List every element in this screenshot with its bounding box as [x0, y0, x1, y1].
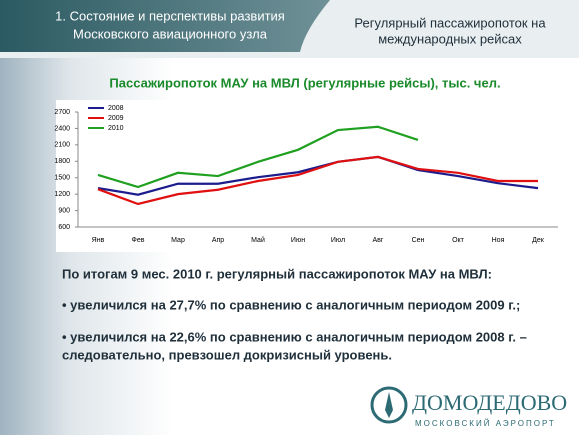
y-tick-label: 2100: [54, 142, 70, 149]
x-tick-label: Апр: [212, 237, 224, 244]
x-tick-label: Ноя: [492, 237, 505, 244]
x-tick-label: Сен: [412, 237, 425, 244]
legend-label: 2010: [108, 125, 124, 132]
series-line: [97, 155, 539, 196]
y-tick-label: 2400: [54, 125, 70, 132]
section-title: Московского авиационного узла: [73, 26, 268, 41]
series-line: [97, 125, 419, 189]
logo-emblem: [385, 392, 393, 418]
body-text: • увеличился на 22,6% по сравнению с ана…: [62, 329, 527, 344]
logo-emblem: [370, 386, 408, 424]
legend-label: 2008: [108, 105, 124, 112]
y-tick-label: 1200: [54, 191, 70, 198]
slide-title: Регулярный пассажиропоток на: [354, 15, 546, 30]
body-text: следовательно, превзошел докризисный уро…: [62, 347, 392, 362]
y-tick-label: 1800: [54, 158, 70, 165]
x-tick-label: Янв: [92, 237, 105, 244]
plot: 600 900 1200 1500 1800 2100 2400 2700 Янв Фев Мар А…: [54, 105, 558, 244]
x-tick-label: Июн: [291, 237, 305, 244]
y-tick-label: 600: [58, 224, 70, 231]
body-text: По итогам 9 мес. 2010 г. регулярный пасс…: [62, 266, 492, 281]
x-tick-label: Авг: [373, 237, 384, 244]
plot-area: [56, 100, 560, 252]
x-tick-label: Июл: [331, 237, 345, 244]
x-tick-label: Фев: [132, 237, 145, 244]
header-box: [0, 0, 330, 52]
logo-subtitle: МОСКОВСКИЙ АЭРОПОРТ: [415, 419, 556, 428]
y-tick-label: 900: [58, 207, 70, 214]
legend-label: 2009: [108, 115, 124, 122]
x-tick-label: Май: [251, 236, 265, 244]
body-text: • увеличился на 27,7% по сравнению с ана…: [62, 297, 520, 312]
x-tick-label: Дек: [532, 237, 545, 244]
x-tick-label: Окт: [452, 237, 465, 244]
y-tick-label: 1500: [54, 175, 70, 182]
logo: ДОМОДЕДОВО МОСКОВСКИЙ АЭРОПОРТ: [370, 386, 567, 428]
slide-title: международных рейсах: [378, 31, 522, 46]
y-tick-label: 2700: [54, 109, 70, 116]
chart-title: Пассажиропоток МАУ на МВЛ (регулярные ре…: [109, 75, 500, 90]
logo-name: ДОМОДЕДОВО: [412, 390, 567, 415]
series-line: [97, 155, 538, 206]
x-tick-label: Мар: [171, 237, 185, 244]
section-title: 1. Состояние и перспективы развития: [55, 8, 285, 23]
